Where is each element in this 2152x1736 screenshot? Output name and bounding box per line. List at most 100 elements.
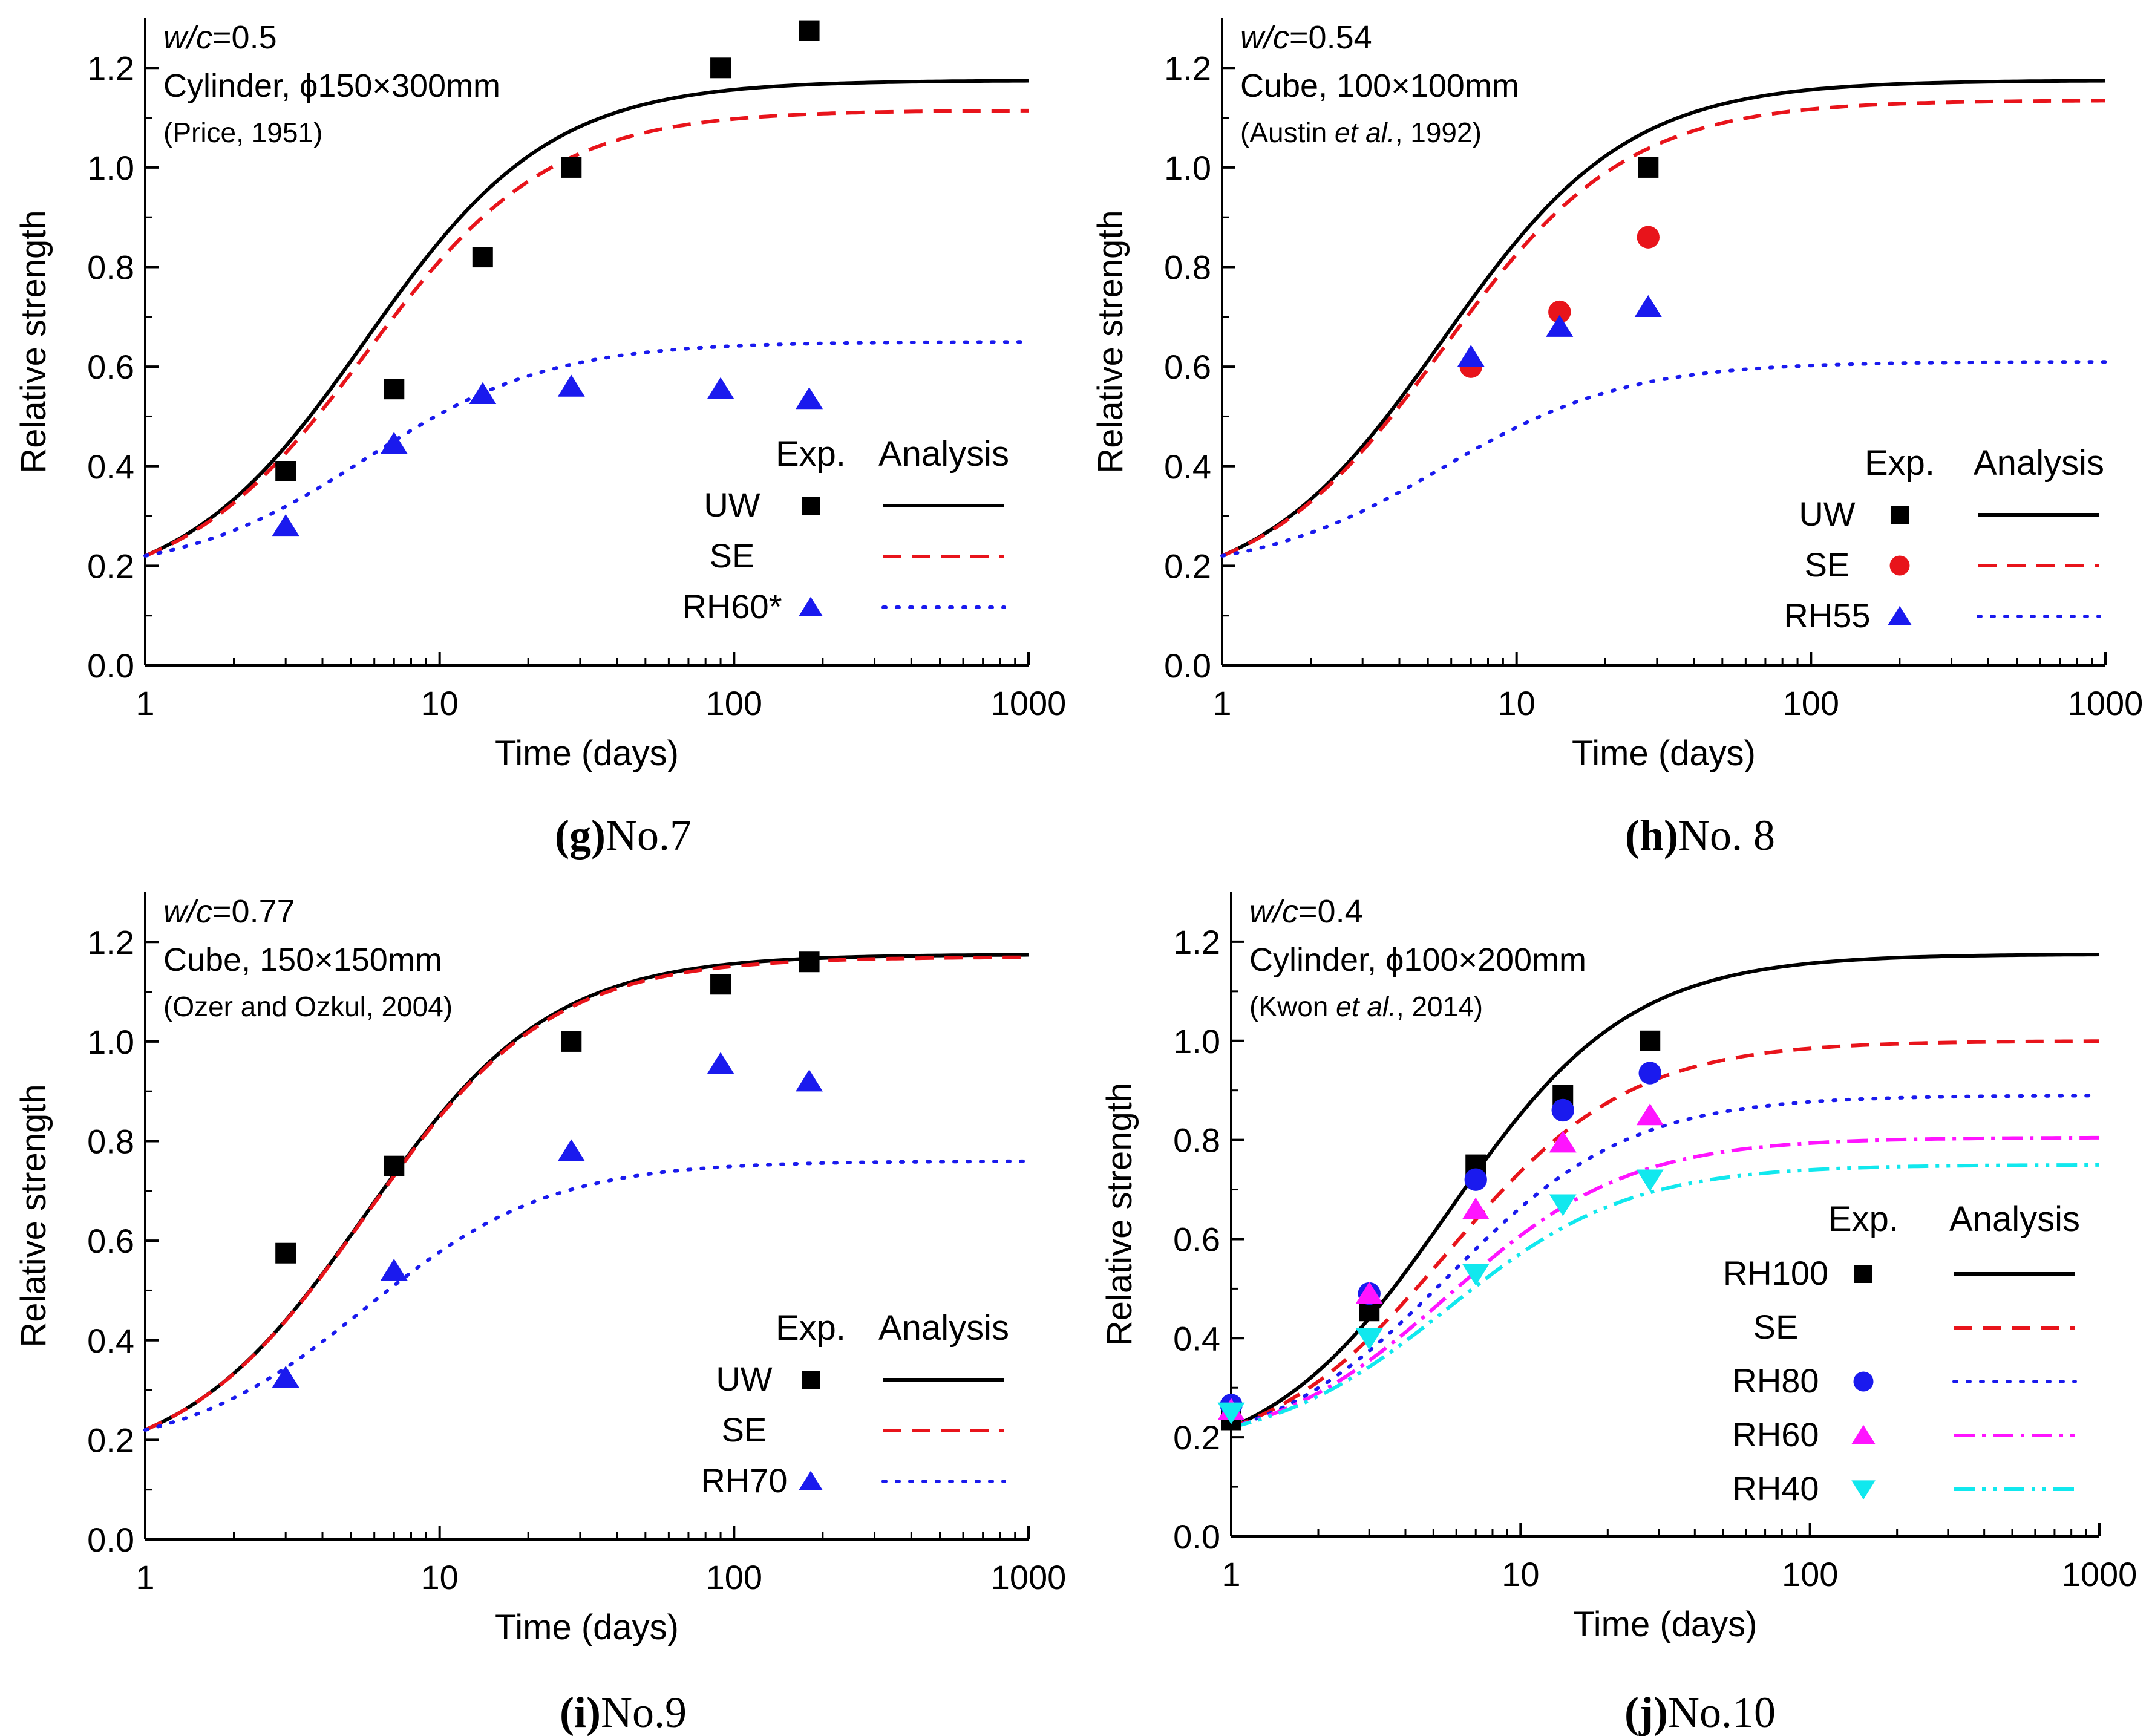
x-axis-label: Time (days) (495, 734, 679, 773)
annotation-specimen: Cube, 150×150mm (163, 942, 442, 978)
caption-text: No.9 (601, 1688, 687, 1736)
exp-point-rh70 (557, 1139, 585, 1161)
legend-marker (1851, 1424, 1876, 1444)
analysis-line-rh80 (1229, 1094, 2101, 1429)
annotation-wc: w/c=0.4 (1249, 893, 1363, 930)
x-tick-label: 1 (136, 684, 154, 722)
exp-point-uw (384, 1155, 405, 1176)
x-tick-label: 100 (1783, 684, 1839, 722)
caption-text: No. 8 (1678, 811, 1775, 860)
exp-point-rh55 (1546, 315, 1574, 337)
exp-point-rh60-star (557, 374, 585, 397)
x-tick-label: 1000 (2062, 1555, 2137, 1593)
exp-point-rh70 (796, 1069, 823, 1092)
legend-label: RH60 (1732, 1415, 1819, 1454)
y-tick-label: 0.6 (87, 1222, 134, 1260)
y-tick-label: 0.2 (1164, 547, 1211, 585)
legend-label: RH70 (701, 1461, 787, 1499)
exp-point-rh60 (1636, 1103, 1664, 1126)
wc-value: =0.4 (1298, 893, 1363, 930)
exp-point-rh60-star (707, 377, 734, 399)
legend-marker (1851, 1480, 1876, 1500)
analysis-line-se (144, 955, 1029, 1432)
x-tick-label: 100 (706, 684, 762, 722)
exp-point-rh70 (272, 1365, 299, 1388)
x-tick-label: 1000 (2068, 684, 2144, 722)
exp-point-rh40 (1462, 1264, 1490, 1286)
annotation-source: (Ozer and Ozkul, 2004) (163, 991, 453, 1022)
exp-point-uw (561, 1031, 582, 1052)
exp-point-rh55 (1634, 295, 1662, 318)
legend-label: UW (716, 1360, 772, 1398)
annotation-source: (Austin et al., 1992) (1240, 117, 1482, 148)
y-axis-label: Relative strength (1100, 1083, 1139, 1346)
legend-label: SE (1753, 1308, 1799, 1346)
chart-g: 0.0 0.2 0.4 0.6 0.8 1.0 1.2 1 10 100 1000 Time (day… (14, 18, 1066, 860)
exp-point-rh60-star (380, 432, 408, 454)
caption: (i)No.9 (560, 1688, 687, 1736)
exp-point-rh55 (1457, 345, 1485, 367)
legend-label: SE (710, 537, 755, 575)
legend-label: RH55 (1784, 596, 1870, 635)
legend-exp-header: Exp. (776, 1308, 846, 1348)
x-tick-label: 1000 (991, 1558, 1067, 1596)
analysis-line-uw (144, 953, 1029, 1432)
y-tick-label: 0.2 (87, 547, 134, 585)
source-pre: (Austin (1240, 117, 1335, 148)
exp-point-rh40 (1636, 1169, 1664, 1192)
legend-marker (802, 497, 820, 515)
analysis-line-rh70 (143, 1159, 1030, 1432)
exp-point-se (1548, 300, 1571, 324)
y-axis-label: Relative strength (14, 1084, 53, 1347)
exp-point-uw (275, 1242, 296, 1264)
analysis-line-rh55 (1220, 360, 2107, 558)
legend-exp-header: Exp. (776, 434, 846, 474)
y-tick-label: 0.0 (1173, 1518, 1220, 1556)
legend-marker (799, 596, 823, 616)
exp-point-uw (799, 951, 820, 973)
analysis-line-rh40 (1231, 1163, 2099, 1429)
y-axis-label: Relative strength (1091, 210, 1130, 473)
source-post: , 1992) (1395, 117, 1482, 148)
legend-marker (802, 1371, 820, 1389)
x-tick-label: 1 (136, 1558, 154, 1596)
exp-point-rh60-star (272, 514, 299, 537)
wc-label: w/c (163, 893, 212, 930)
exp-point-uw (1638, 157, 1659, 178)
source-italic: et al. (1335, 117, 1395, 148)
annotation-specimen: Cube, 100×100mm (1240, 68, 1519, 104)
x-tick-label: 10 (1502, 1555, 1539, 1593)
y-tick-label: 0.4 (1173, 1319, 1220, 1357)
exp-point-se (1637, 226, 1660, 249)
exp-point-uw (561, 157, 582, 178)
legend-label: RH100 (1723, 1254, 1828, 1292)
y-tick-label: 0.8 (1173, 1121, 1220, 1160)
exp-point-uw (799, 20, 820, 41)
y-tick-label: 0.4 (1164, 448, 1211, 486)
annotation-specimen: Cylinder, ϕ150×300mm (163, 68, 500, 104)
x-tick-label: 1 (1212, 684, 1231, 722)
exp-point-uw (472, 247, 493, 268)
y-tick-label: 0.0 (1164, 647, 1211, 685)
legend-marker (1889, 555, 1910, 576)
caption-letter: (g) (555, 811, 606, 860)
wc-value: =0.5 (212, 19, 277, 56)
exp-point-rh60-star (796, 387, 823, 410)
y-tick-label: 0.8 (87, 1123, 134, 1161)
legend-label: RH60* (682, 587, 782, 625)
legend-label: UW (1799, 495, 1855, 533)
legend-marker (1853, 1371, 1874, 1392)
chart-h: 0.0 0.2 0.4 0.6 0.8 1.0 1.2 1 10 100 1000 Time (day… (1091, 18, 2143, 860)
y-tick-label: 1.2 (87, 49, 134, 87)
x-tick-label: 100 (1782, 1555, 1838, 1593)
exp-point-rh60-star (469, 382, 497, 405)
exp-point-rh60 (1549, 1131, 1577, 1153)
caption-letter: (j) (1624, 1688, 1668, 1736)
exp-point-rh70 (380, 1258, 408, 1281)
x-axis-label: Time (days) (495, 1608, 679, 1647)
exp-point-rh40 (1217, 1402, 1245, 1424)
caption: (j)No.10 (1624, 1688, 1776, 1736)
legend-marker (1891, 506, 1909, 524)
legend-marker (799, 1470, 823, 1490)
